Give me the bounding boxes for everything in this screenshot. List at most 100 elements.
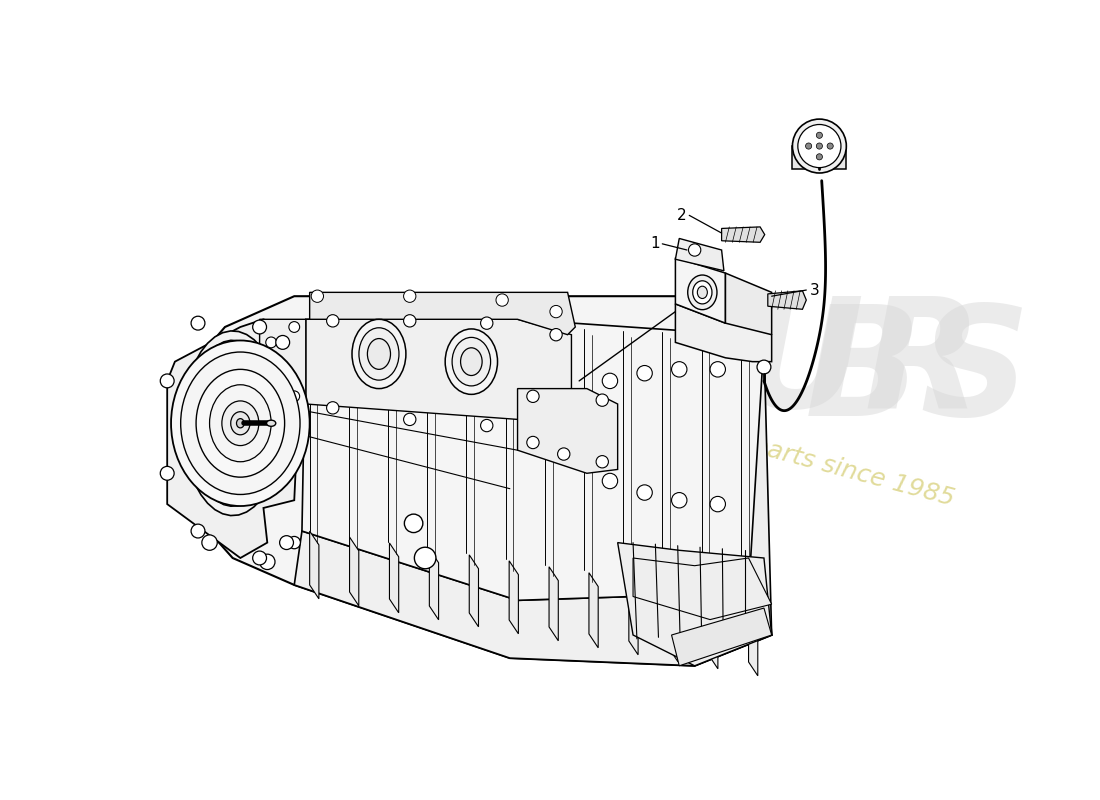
Circle shape bbox=[161, 374, 174, 388]
Polygon shape bbox=[429, 549, 439, 620]
Circle shape bbox=[527, 436, 539, 449]
Circle shape bbox=[260, 554, 275, 570]
Circle shape bbox=[550, 417, 562, 430]
Circle shape bbox=[202, 535, 218, 550]
Circle shape bbox=[289, 322, 299, 332]
Ellipse shape bbox=[236, 418, 244, 428]
Polygon shape bbox=[549, 566, 559, 641]
Circle shape bbox=[792, 119, 846, 173]
Circle shape bbox=[805, 143, 812, 149]
Ellipse shape bbox=[688, 275, 717, 310]
Polygon shape bbox=[675, 258, 726, 323]
Circle shape bbox=[816, 132, 823, 138]
Polygon shape bbox=[295, 531, 772, 666]
Polygon shape bbox=[726, 273, 772, 334]
Circle shape bbox=[671, 362, 686, 377]
Polygon shape bbox=[183, 331, 283, 515]
Circle shape bbox=[550, 329, 562, 341]
Polygon shape bbox=[708, 590, 718, 669]
Ellipse shape bbox=[367, 338, 390, 370]
Text: a passion for parts since 1985: a passion for parts since 1985 bbox=[586, 390, 957, 510]
Circle shape bbox=[711, 362, 726, 377]
Ellipse shape bbox=[352, 319, 406, 389]
Ellipse shape bbox=[446, 329, 497, 394]
Ellipse shape bbox=[231, 412, 250, 435]
Circle shape bbox=[289, 391, 299, 402]
Circle shape bbox=[191, 316, 205, 330]
Polygon shape bbox=[509, 561, 518, 634]
Polygon shape bbox=[618, 542, 772, 666]
Circle shape bbox=[404, 314, 416, 327]
Circle shape bbox=[161, 466, 174, 480]
Polygon shape bbox=[749, 597, 758, 676]
Polygon shape bbox=[301, 319, 763, 600]
Polygon shape bbox=[389, 543, 398, 613]
Polygon shape bbox=[306, 319, 572, 427]
Circle shape bbox=[288, 537, 300, 549]
Circle shape bbox=[637, 366, 652, 381]
Circle shape bbox=[404, 290, 416, 302]
Polygon shape bbox=[167, 319, 301, 558]
Ellipse shape bbox=[209, 385, 272, 462]
Circle shape bbox=[671, 493, 686, 508]
Polygon shape bbox=[634, 558, 772, 619]
Circle shape bbox=[266, 383, 276, 394]
Circle shape bbox=[327, 314, 339, 327]
Circle shape bbox=[404, 414, 416, 426]
Text: EUR: EUR bbox=[637, 291, 983, 440]
Polygon shape bbox=[188, 340, 277, 506]
Polygon shape bbox=[260, 319, 306, 412]
Polygon shape bbox=[588, 573, 598, 648]
Polygon shape bbox=[792, 146, 846, 169]
Text: BS: BS bbox=[805, 298, 1031, 448]
Circle shape bbox=[816, 143, 823, 149]
Ellipse shape bbox=[222, 401, 258, 446]
Polygon shape bbox=[675, 238, 724, 270]
Text: 1: 1 bbox=[650, 236, 660, 251]
Circle shape bbox=[311, 290, 323, 302]
Circle shape bbox=[827, 143, 834, 149]
Circle shape bbox=[481, 419, 493, 432]
Ellipse shape bbox=[693, 281, 712, 304]
Circle shape bbox=[596, 455, 608, 468]
Circle shape bbox=[327, 402, 339, 414]
Ellipse shape bbox=[266, 420, 276, 426]
Circle shape bbox=[689, 244, 701, 256]
Circle shape bbox=[496, 294, 508, 306]
Polygon shape bbox=[669, 585, 678, 662]
Circle shape bbox=[253, 551, 266, 565]
Polygon shape bbox=[350, 537, 359, 606]
Text: 3: 3 bbox=[810, 282, 820, 298]
Circle shape bbox=[816, 154, 823, 160]
Circle shape bbox=[603, 373, 618, 389]
Ellipse shape bbox=[461, 348, 482, 375]
Circle shape bbox=[558, 448, 570, 460]
Circle shape bbox=[550, 306, 562, 318]
Polygon shape bbox=[671, 608, 772, 666]
Ellipse shape bbox=[170, 341, 310, 506]
Circle shape bbox=[191, 524, 205, 538]
Circle shape bbox=[596, 394, 608, 406]
Circle shape bbox=[279, 536, 294, 550]
Polygon shape bbox=[470, 555, 478, 627]
Polygon shape bbox=[310, 292, 575, 334]
Circle shape bbox=[757, 360, 771, 374]
Circle shape bbox=[798, 125, 842, 168]
Circle shape bbox=[405, 514, 422, 533]
Polygon shape bbox=[172, 296, 772, 666]
Circle shape bbox=[266, 337, 276, 348]
Polygon shape bbox=[768, 291, 806, 310]
Polygon shape bbox=[722, 227, 764, 242]
Circle shape bbox=[603, 474, 618, 489]
Circle shape bbox=[276, 335, 289, 350]
Circle shape bbox=[527, 390, 539, 402]
Polygon shape bbox=[310, 531, 319, 599]
Circle shape bbox=[253, 320, 266, 334]
Circle shape bbox=[415, 547, 436, 569]
Circle shape bbox=[481, 317, 493, 330]
Ellipse shape bbox=[697, 286, 707, 298]
Polygon shape bbox=[675, 304, 772, 362]
Circle shape bbox=[637, 485, 652, 500]
Ellipse shape bbox=[196, 370, 285, 477]
Polygon shape bbox=[629, 578, 638, 655]
